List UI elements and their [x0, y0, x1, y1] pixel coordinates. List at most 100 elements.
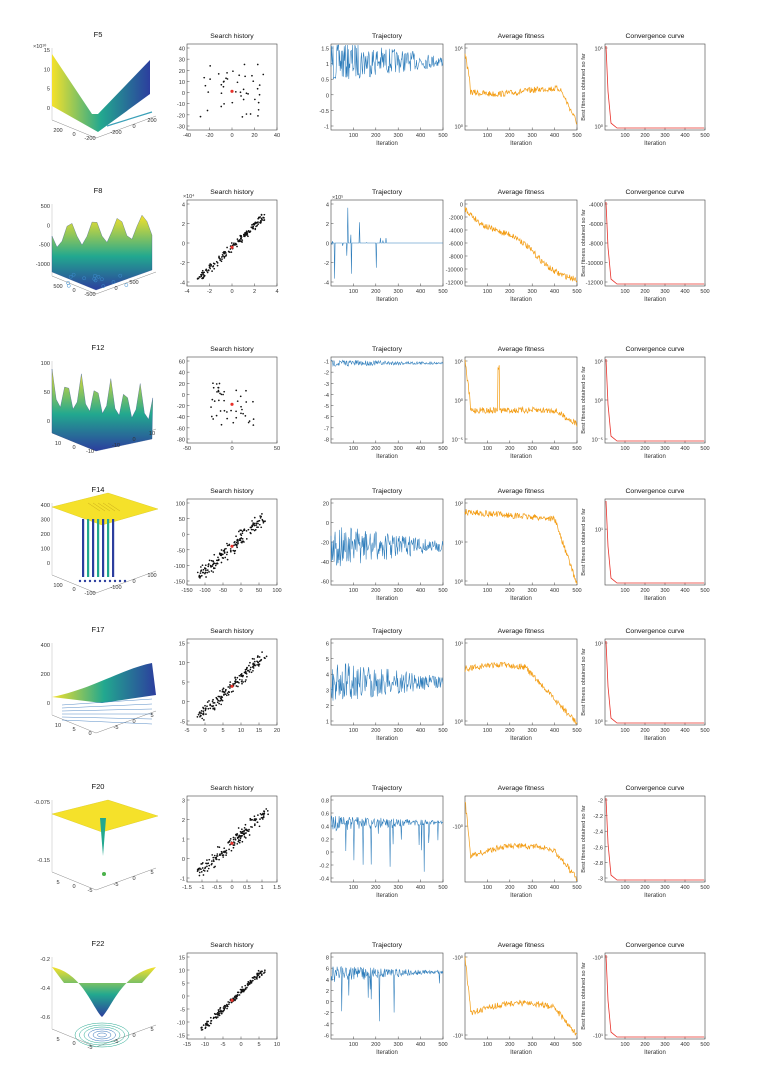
z-tick-label: -0.15: [37, 858, 50, 864]
search-point: [213, 567, 216, 570]
convergence-title: Convergence curve: [626, 33, 685, 40]
search-point: [241, 988, 244, 991]
search-point: [243, 826, 246, 829]
trajectory-xlabel: Iteration: [376, 454, 398, 460]
search-point: [240, 529, 243, 532]
search-point: [239, 395, 242, 398]
search-point: [213, 263, 216, 265]
surface-shape: [52, 967, 156, 1017]
y-tick-label: -2.4: [593, 830, 603, 836]
x-tick-label: 20: [274, 728, 280, 734]
search-point: [234, 837, 236, 839]
search-point: [238, 678, 241, 681]
x-tick-label: 5: [257, 1042, 260, 1048]
search-point: [255, 976, 257, 979]
trajectory-xlabel: Iteration: [376, 736, 398, 742]
search-point: [211, 398, 214, 401]
x-tick-label: 100: [349, 133, 358, 139]
search-point: [241, 679, 243, 681]
x-tick-label: 10: [238, 728, 244, 734]
search-point: [243, 233, 246, 235]
x-tick-label: -5: [221, 1042, 226, 1048]
search-point: [219, 392, 221, 395]
search-point: [212, 382, 214, 385]
convergence-xlabel: Iteration: [644, 596, 666, 602]
surface-x-tick: 0: [72, 884, 75, 890]
surface-y-tick: 5: [150, 713, 153, 719]
average-fitness-plot: Average fitness 10² 10¹ 10⁰ 100 200 300 400 500 I…: [455, 488, 582, 602]
search-point: [206, 271, 209, 274]
surface-x-tick: 5: [56, 1037, 59, 1043]
y-tick-label: 2: [326, 222, 329, 228]
search-point: [200, 712, 203, 715]
average-fitness-axes: [464, 498, 578, 586]
y-tick-label: -4: [324, 1022, 329, 1028]
y-tick-label: -7: [324, 426, 329, 432]
surface-x-tick: -200: [84, 136, 95, 142]
search-point: [210, 263, 212, 266]
x-tick-label: 400: [550, 446, 559, 452]
search-point: [249, 980, 252, 983]
search-point: [234, 244, 237, 246]
average-fitness-plot: Average fitness 0 -2000 -4000 -6000 -8000 -100…: [446, 189, 582, 303]
x-tick-label: 500: [700, 885, 709, 891]
search-point: [213, 1012, 216, 1015]
search-point: [210, 265, 212, 267]
trajectory-axes: [330, 43, 444, 131]
convergence-title: Convergence curve: [626, 346, 685, 353]
floor-edge: [95, 570, 157, 594]
search-point: [242, 98, 245, 101]
search-point: [217, 699, 220, 702]
y-tick-label: 10⁻⁵: [592, 437, 604, 444]
search-history-plot: Search history 15 10 5 0 -5-5 0 5 10 15 20: [179, 628, 280, 734]
search-point: [222, 851, 225, 853]
search-point: [206, 270, 208, 272]
trajectory-line: [330, 966, 444, 1022]
convergence-xlabel: Iteration: [644, 1050, 666, 1056]
floor-edge: [51, 275, 97, 295]
trajectory-xlabel: Iteration: [376, 596, 398, 602]
search-point: [200, 863, 203, 865]
trajectory-line: [330, 44, 444, 80]
y-tick-label: 0.8: [321, 799, 329, 805]
search-point: [222, 856, 225, 858]
search-point: [262, 815, 265, 817]
x-tick-label: 100: [620, 289, 629, 295]
z-tick-label: 100: [41, 361, 50, 367]
search-point: [206, 865, 208, 868]
trajectory-plot: Trajectory -1 -2 -3 -4 -5 -6 -7 -8 100 200 300 400 50…: [324, 346, 448, 460]
surface-x-tick: 0: [88, 731, 91, 737]
convergence-ylabel: Best fitness obtained so far: [581, 648, 587, 716]
search-point: [225, 694, 228, 697]
function-name: F12: [92, 343, 105, 352]
search-point: [223, 549, 226, 552]
search-point: [254, 222, 257, 225]
search-point: [258, 660, 261, 663]
surface-y-tick: 10: [149, 431, 155, 437]
search-point: [252, 400, 254, 403]
surface-grid: [102, 502, 116, 512]
search-point: [257, 108, 260, 111]
y-tick-label: 10: [179, 661, 185, 667]
search-point: [227, 690, 230, 693]
z-tick-label: 200: [41, 672, 50, 678]
x-tick-label: 400: [416, 289, 425, 295]
search-point: [237, 836, 240, 838]
trajectory-line: [330, 815, 444, 872]
average-fitness-axes: [464, 638, 578, 726]
y-tick-label: -4: [180, 281, 185, 287]
search-point: [249, 113, 252, 115]
search-point: [225, 553, 228, 556]
search-point: [256, 63, 259, 66]
search-point: [234, 543, 237, 546]
x-tick-label: 200: [371, 728, 380, 734]
search-point: [218, 702, 220, 705]
y-tick-label: 0: [182, 91, 185, 97]
surface-x-tick: 0: [72, 288, 75, 294]
search-point: [200, 710, 203, 712]
search-point: [229, 683, 231, 686]
trajectory-xlabel: Iteration: [376, 1050, 398, 1056]
search-point: [206, 109, 209, 112]
